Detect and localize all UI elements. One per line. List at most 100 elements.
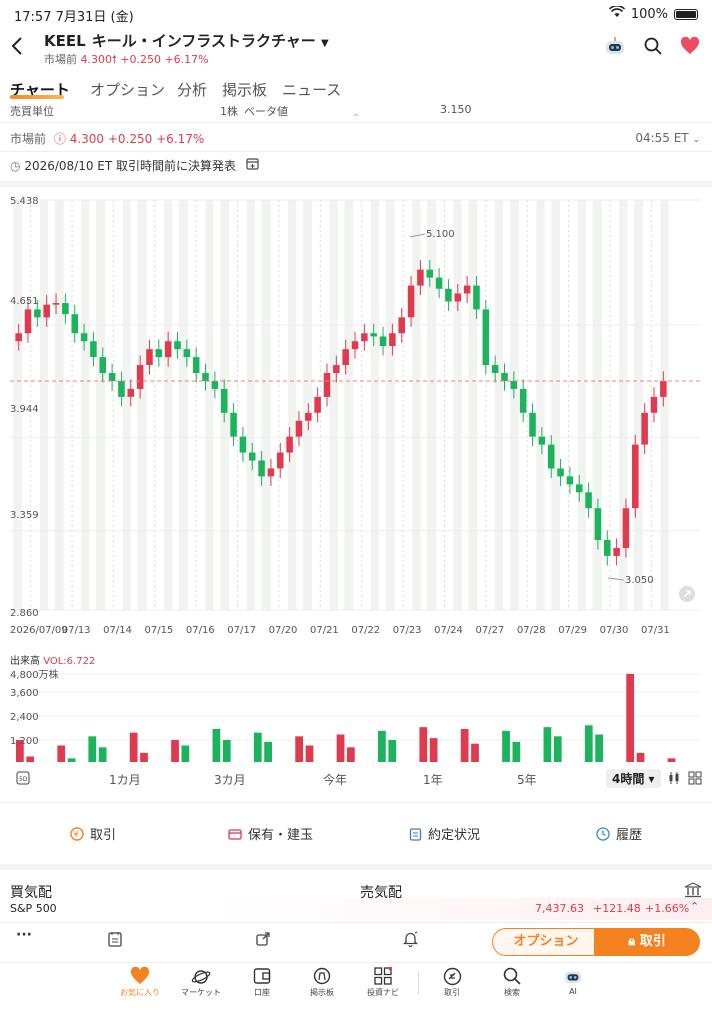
- candle-body: [604, 540, 611, 556]
- apps-grid-icon: [353, 966, 413, 987]
- wifi-icon: [608, 5, 625, 22]
- price-chart[interactable]: 5.438 4.651 3.944 3.359 2.860 2026/07/09…: [0, 190, 712, 660]
- clipboard-icon: [409, 827, 422, 841]
- alert-bell-icon[interactable]: [402, 931, 419, 951]
- session-band: [412, 200, 421, 610]
- candle-body: [118, 380, 125, 397]
- y-tick: 5.438: [10, 196, 39, 207]
- share-icon[interactable]: [256, 931, 271, 950]
- nav-account[interactable]: 口座: [232, 967, 292, 998]
- tab-news[interactable]: ニュース: [282, 81, 342, 99]
- premarket-time[interactable]: 04:55 ET ⌄: [635, 131, 700, 145]
- back-arrow-icon[interactable]: [10, 36, 24, 62]
- period-1m[interactable]: 1カ月: [109, 773, 141, 787]
- x-tick: 07/17: [227, 625, 256, 636]
- bottom-nav: お気に入り マーケット 口座 掲示板 投資ナビ 取引 検索 AI: [0, 962, 712, 1024]
- period-5y[interactable]: 5年: [517, 773, 537, 787]
- interval-select[interactable]: 4時間 ▾: [606, 769, 661, 788]
- tab-board[interactable]: 掲示板: [222, 81, 268, 99]
- nav-trade[interactable]: 取引: [422, 967, 482, 998]
- candle-body: [211, 380, 219, 389]
- candle-body: [351, 341, 359, 350]
- premarket-pct: +6.17%: [156, 132, 205, 146]
- low-annotation: 3.050: [625, 575, 654, 586]
- period-selector: 5D 1カ月 3カ月 今年 1年 5年 4時間 ▾: [0, 768, 712, 790]
- chevron-down-icon: ⌄: [692, 135, 700, 145]
- header-quote: 市場前 4.300🠕 +0.250 +6.17%: [44, 51, 209, 70]
- candle-body: [491, 365, 499, 374]
- candle-type-icon[interactable]: [668, 771, 680, 788]
- nav-ai[interactable]: AI: [543, 967, 603, 996]
- candle-body: [585, 492, 592, 509]
- heart-icon: [110, 966, 170, 987]
- session-band: [205, 200, 214, 610]
- positions-action[interactable]: 保有・建玉: [228, 824, 313, 843]
- history-clock-icon: [596, 826, 610, 841]
- nav-favorites[interactable]: お気に入り: [110, 966, 170, 998]
- action-row: ¥ 取引 保有・建玉 約定状況 履歴: [0, 820, 712, 850]
- session-band: [494, 200, 504, 610]
- nav-search[interactable]: 検索: [482, 967, 542, 998]
- session-band: [329, 200, 338, 610]
- session-band: [302, 200, 313, 610]
- candle-body: [174, 341, 181, 350]
- nav-label: お気に入り: [120, 988, 160, 997]
- bank-icon[interactable]: [684, 882, 702, 902]
- tab-analysis[interactable]: 分析: [177, 81, 208, 99]
- nav-board[interactable]: 掲示板: [292, 967, 352, 998]
- period-ytd[interactable]: 今年: [323, 773, 348, 787]
- trade-button[interactable]: 🔒︎ 取引: [594, 928, 700, 956]
- tab-options[interactable]: オプション: [90, 81, 166, 99]
- volume-label: 出来高: [10, 656, 40, 667]
- stock-header: KEEL キール・インフラストラクチャー ▼ 市場前 4.300🠕 +0.250 …: [0, 28, 712, 70]
- candle-body: [566, 476, 574, 485]
- header-pct: +6.17%: [164, 53, 209, 66]
- premarket-change: +0.250: [107, 132, 153, 146]
- volume-bar: [253, 732, 262, 762]
- notes-icon[interactable]: [108, 931, 122, 951]
- high-annotation: 5.100: [426, 229, 455, 240]
- five-day-icon[interactable]: 5D: [16, 771, 30, 788]
- earnings-text: 2026/08/10 ET 取引時間前に決算発表: [24, 159, 237, 173]
- index-ticker-sp500[interactable]: S&P 500 7,437.63 +121.48 +1.66% ⌃: [0, 898, 712, 920]
- nav-invest-navi[interactable]: 投資ナビ: [353, 966, 413, 998]
- ticker-symbol: KEEL: [44, 32, 86, 50]
- volume-bar: [98, 747, 107, 762]
- status-bar: 17:57 7月31日 (金) 100%: [0, 0, 712, 28]
- volume-bar: [429, 738, 438, 762]
- search-icon[interactable]: [644, 37, 662, 59]
- chart-grid: [10, 199, 700, 611]
- volume-bar: [512, 741, 521, 762]
- options-button[interactable]: オプション: [492, 928, 600, 956]
- chevron-up-icon[interactable]: ⌃: [690, 900, 700, 913]
- grid-layout-icon[interactable]: [688, 771, 702, 788]
- session-band: [246, 200, 255, 610]
- calendar-add-icon[interactable]: [246, 158, 259, 173]
- collapse-chevron-icon[interactable]: ⌃: [352, 113, 361, 124]
- nav-market[interactable]: マーケット: [171, 967, 231, 998]
- expand-chart-icon[interactable]: [679, 586, 695, 602]
- candle-body: [622, 508, 630, 548]
- candle-body: [361, 333, 368, 342]
- ticker-title[interactable]: KEEL キール・インフラストラクチャー ▼: [44, 30, 329, 51]
- earnings-notice[interactable]: ◷ 2026/08/10 ET 取引時間前に決算発表: [10, 157, 259, 174]
- session-band: [370, 200, 380, 610]
- session-band: [13, 200, 23, 610]
- interval-label: 4時間: [612, 772, 645, 786]
- more-dots-icon[interactable]: ···: [16, 927, 32, 943]
- volume-bar: [378, 730, 386, 762]
- period-3m[interactable]: 3カ月: [214, 773, 246, 787]
- period-1y[interactable]: 1年: [423, 773, 443, 787]
- favorite-heart-icon[interactable]: [680, 36, 700, 59]
- tab-chart[interactable]: チャート: [10, 81, 70, 99]
- history-action[interactable]: 履歴: [596, 824, 642, 843]
- candle-body: [370, 333, 377, 337]
- orders-action[interactable]: 約定状況: [409, 824, 480, 843]
- ai-robot-icon: [543, 967, 603, 987]
- info-icon[interactable]: ⓘ: [53, 132, 66, 146]
- volume-title: 出来高 VOL:6.722: [10, 652, 95, 667]
- ai-robot-icon[interactable]: [604, 36, 626, 60]
- x-tick: 07/13: [62, 625, 91, 636]
- trade-action[interactable]: ¥ 取引: [70, 824, 116, 843]
- x-tick: 07/31: [641, 625, 670, 636]
